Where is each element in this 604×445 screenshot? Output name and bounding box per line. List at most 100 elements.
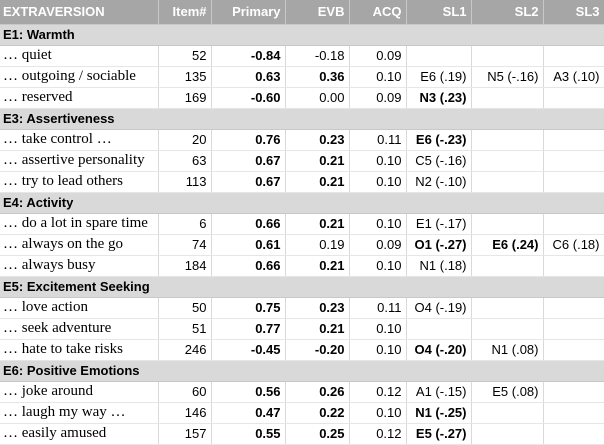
acq-loading-cell: 0.11 [349,297,407,319]
header-sl2: SL2 [471,0,544,25]
sl3-cell [543,255,604,277]
acq-loading-cell: 0.10 [349,171,407,193]
acq-loading-cell: 0.11 [349,129,407,151]
acq-loading-cell: 0.09 [349,234,407,256]
header-sl1: SL1 [406,0,472,25]
sl1-cell: N3 (.23) [406,87,472,109]
sl1-cell [406,45,472,67]
evb-loading-cell: 0.23 [285,129,350,151]
sl1-cell: O4 (-.19) [406,297,472,319]
item-text-cell: … seek adventure [0,318,159,340]
sl2-cell [471,318,544,340]
item-text-cell: … laugh my way … [0,402,159,424]
sl2-cell [471,255,544,277]
sl1-cell: E1 (-.17) [406,213,472,235]
primary-loading-cell: 0.67 [211,150,286,172]
primary-loading-cell: 0.55 [211,423,286,445]
item-text-cell: … always busy [0,255,159,277]
acq-loading-cell: 0.10 [349,213,407,235]
sl2-cell [471,402,544,424]
item-text-cell: … take control … [0,129,159,151]
table-row: … joke around 60 0.56 0.26 0.12 A1 (-.15) E5 (… [0,381,604,403]
header-evb: EVB [285,0,350,25]
sl2-cell: E6 (.24) [471,234,544,256]
sl3-cell: C6 (.18) [543,234,604,256]
primary-loading-cell: 0.67 [211,171,286,193]
item-number-cell: 157 [158,423,212,445]
item-number-cell: 6 [158,213,212,235]
item-text-cell: … easily amused [0,423,159,445]
evb-loading-cell: 0.36 [285,66,350,88]
evb-loading-cell: 0.00 [285,87,350,109]
facet-title: E6: Positive Emotions [0,360,604,382]
sl2-cell [471,87,544,109]
item-text-cell: … assertive personality [0,150,159,172]
item-text-cell: … outgoing / sociable [0,66,159,88]
table-row: … hate to take risks 246 -0.45 -0.20 0.10 O4 … [0,339,604,361]
item-number-cell: 135 [158,66,212,88]
table-row: … quiet 52 -0.84 -0.18 0.09 [0,45,604,67]
item-number-cell: 113 [158,171,212,193]
acq-loading-cell: 0.10 [349,150,407,172]
header-acq: ACQ [349,0,407,25]
facet-title: E3: Assertiveness [0,108,604,130]
acq-loading-cell: 0.09 [349,87,407,109]
primary-loading-cell: 0.61 [211,234,286,256]
acq-loading-cell: 0.09 [349,45,407,67]
sl3-cell [543,402,604,424]
sl1-cell: E6 (-.23) [406,129,472,151]
sl1-cell [406,318,472,340]
table-row: … always on the go 74 0.61 0.19 0.09 O1 (-.27… [0,234,604,256]
sl2-cell [471,171,544,193]
primary-loading-cell: -0.84 [211,45,286,67]
facet-title: E1: Warmth [0,24,604,46]
sl3-cell [543,150,604,172]
sl2-cell [471,150,544,172]
sl3-cell [543,171,604,193]
sl3-cell [543,423,604,445]
sl1-cell: N2 (-.10) [406,171,472,193]
primary-loading-cell: -0.45 [211,339,286,361]
sl1-cell: E6 (.19) [406,66,472,88]
sl2-cell [471,45,544,67]
evb-loading-cell: 0.26 [285,381,350,403]
item-text-cell: … reserved [0,87,159,109]
evb-loading-cell: 0.23 [285,297,350,319]
table-row: … take control … 20 0.76 0.23 0.11 E6 (-.23) [0,129,604,151]
header-sl3: SL3 [543,0,604,25]
sl1-cell: C5 (-.16) [406,150,472,172]
evb-loading-cell: 0.21 [285,171,350,193]
facet-header-row: E5: Excitement Seeking [0,276,604,298]
table-row: … try to lead others 113 0.67 0.21 0.10 N2 (-… [0,171,604,193]
primary-loading-cell: 0.77 [211,318,286,340]
primary-loading-cell: 0.56 [211,381,286,403]
acq-loading-cell: 0.10 [349,255,407,277]
sl2-cell: E5 (.08) [471,381,544,403]
sl1-cell: E5 (-.27) [406,423,472,445]
sl1-cell: O1 (-.27) [406,234,472,256]
sl3-cell [543,297,604,319]
item-number-cell: 63 [158,150,212,172]
table-row: … assertive personality 63 0.67 0.21 0.10 C5 … [0,150,604,172]
primary-loading-cell: 0.66 [211,255,286,277]
sl2-cell: N1 (.08) [471,339,544,361]
evb-loading-cell: -0.20 [285,339,350,361]
item-text-cell: … hate to take risks [0,339,159,361]
sl3-cell: A3 (.10) [543,66,604,88]
table-row: … always busy 184 0.66 0.21 0.10 N1 (.18) [0,255,604,277]
table-row: … easily amused 157 0.55 0.25 0.12 E5 (-.27) [0,423,604,445]
facet-title: E5: Excitement Seeking [0,276,604,298]
evb-loading-cell: 0.21 [285,150,350,172]
evb-loading-cell: 0.21 [285,213,350,235]
table-row: … laugh my way … 146 0.47 0.22 0.10 N1 (-.25) [0,402,604,424]
primary-loading-cell: -0.60 [211,87,286,109]
sl2-cell [471,129,544,151]
facet-title: E4: Activity [0,192,604,214]
acq-loading-cell: 0.12 [349,381,407,403]
item-number-cell: 51 [158,318,212,340]
acq-loading-cell: 0.10 [349,318,407,340]
sl1-cell: A1 (-.15) [406,381,472,403]
facet-header-row: E3: Assertiveness [0,108,604,130]
item-text-cell: … love action [0,297,159,319]
